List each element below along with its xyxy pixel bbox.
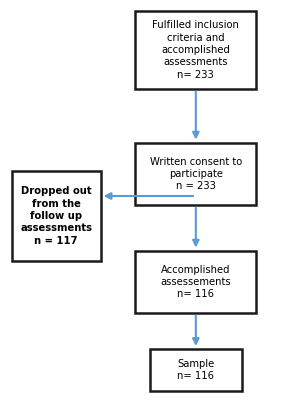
Text: Accomplished
assessements
n= 116: Accomplished assessements n= 116 bbox=[160, 265, 231, 299]
Bar bbox=[135, 251, 256, 313]
Text: Dropped out
from the
follow up
assessments
n = 117: Dropped out from the follow up assessmen… bbox=[20, 186, 92, 246]
Bar bbox=[150, 349, 242, 391]
Text: Fulfilled inclusion
criteria and
accomplished
assessments
n= 233: Fulfilled inclusion criteria and accompl… bbox=[152, 20, 239, 80]
Text: Sample
n= 116: Sample n= 116 bbox=[177, 359, 215, 381]
Bar bbox=[135, 11, 256, 89]
Bar bbox=[135, 143, 256, 205]
Bar bbox=[12, 171, 101, 261]
Text: Written consent to
participate
n = 233: Written consent to participate n = 233 bbox=[150, 157, 242, 192]
